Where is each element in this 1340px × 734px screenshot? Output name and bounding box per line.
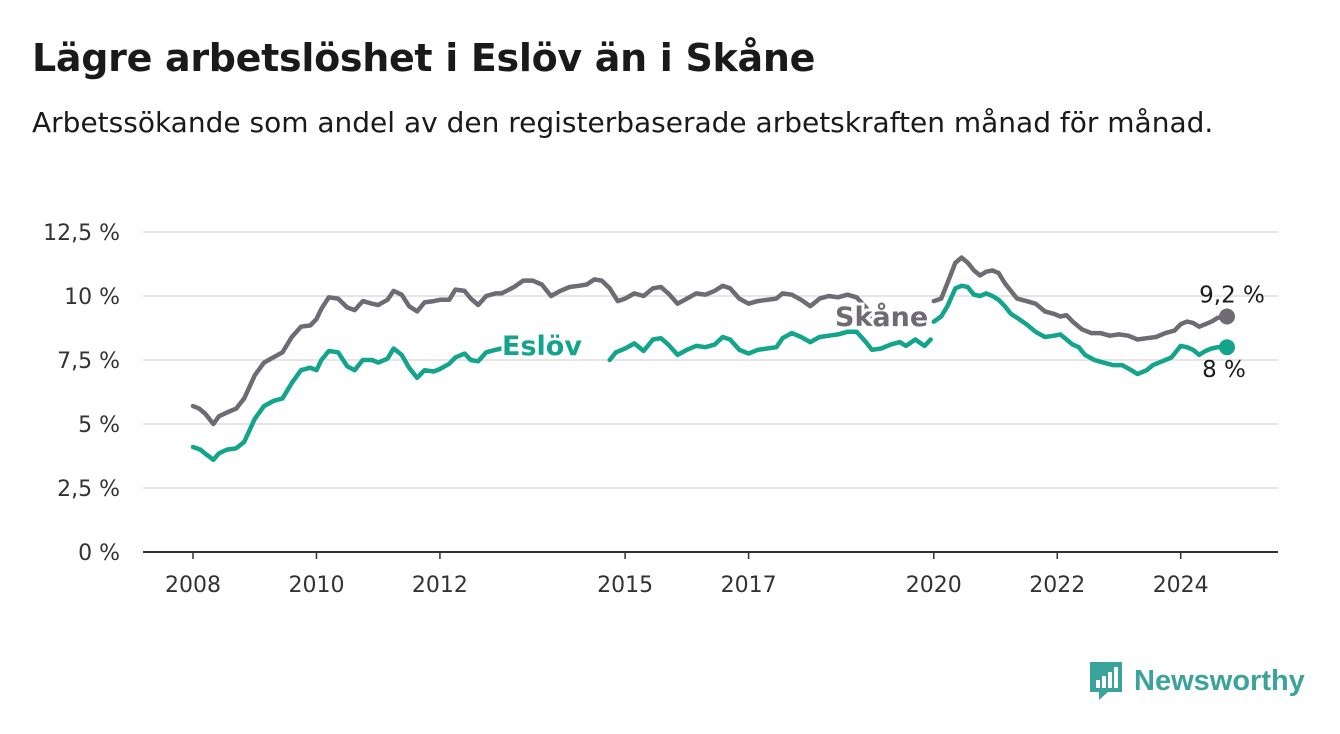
y-tick-label: 10 %	[64, 285, 120, 310]
series-line-eslov	[607, 329, 933, 363]
brand-logo: Newsworthy	[1088, 660, 1305, 702]
end-value-label: 9,2 %	[1199, 282, 1265, 308]
series-lines	[190, 255, 1235, 463]
x-tick-label: 2010	[288, 573, 344, 598]
newsworthy-logo-icon	[1090, 662, 1122, 700]
y-tick-label: 0 %	[78, 541, 120, 566]
y-tick-label: 5 %	[78, 413, 120, 438]
grid-lines	[143, 231, 1278, 553]
series-label-skane: Skåne	[835, 301, 928, 333]
x-tick-label: 2022	[1029, 573, 1085, 598]
series-line-skane	[190, 277, 875, 427]
x-axis-tick-labels: 2008 2010 2012 2015 2017 2020 2022 2024	[165, 552, 1209, 598]
chart-title: Lägre arbetslöshet i Eslöv än i Skåne	[32, 36, 816, 80]
series-line-skane	[931, 255, 1230, 342]
chart-subtitle: Arbetssökande som andel av den registerb…	[32, 106, 1214, 139]
x-tick-label: 2012	[412, 573, 468, 598]
end-point-marker	[1219, 339, 1235, 356]
x-tick-label: 2015	[597, 573, 653, 598]
y-tick-label: 7,5 %	[57, 349, 120, 374]
x-tick-label: 2020	[906, 573, 962, 598]
line-chart: 0 %2,5 %5 %7,5 %10 %12,5 % 2008 2010 2012 2…	[43, 221, 1278, 598]
series-labels: 9,2 % 8 % Skåne Eslöv	[499, 282, 1265, 383]
series-line-eslov	[931, 283, 1230, 377]
y-tick-label: 12,5 %	[43, 221, 120, 246]
x-tick-label: 2008	[165, 573, 221, 598]
y-axis-tick-labels: 0 % 2,5 % 5 % 7,5 % 10 % 12,5 %	[43, 221, 120, 566]
series-label-eslov: Eslöv	[502, 331, 582, 362]
end-value-label: 8 %	[1202, 357, 1246, 383]
end-point-marker	[1219, 308, 1235, 325]
x-tick-label: 2017	[721, 573, 777, 598]
y-tick-label: 2,5 %	[57, 477, 120, 502]
x-tick-label: 2024	[1153, 573, 1209, 598]
series-line-eslov	[190, 338, 526, 463]
brand-name: Newsworthy	[1134, 664, 1305, 697]
